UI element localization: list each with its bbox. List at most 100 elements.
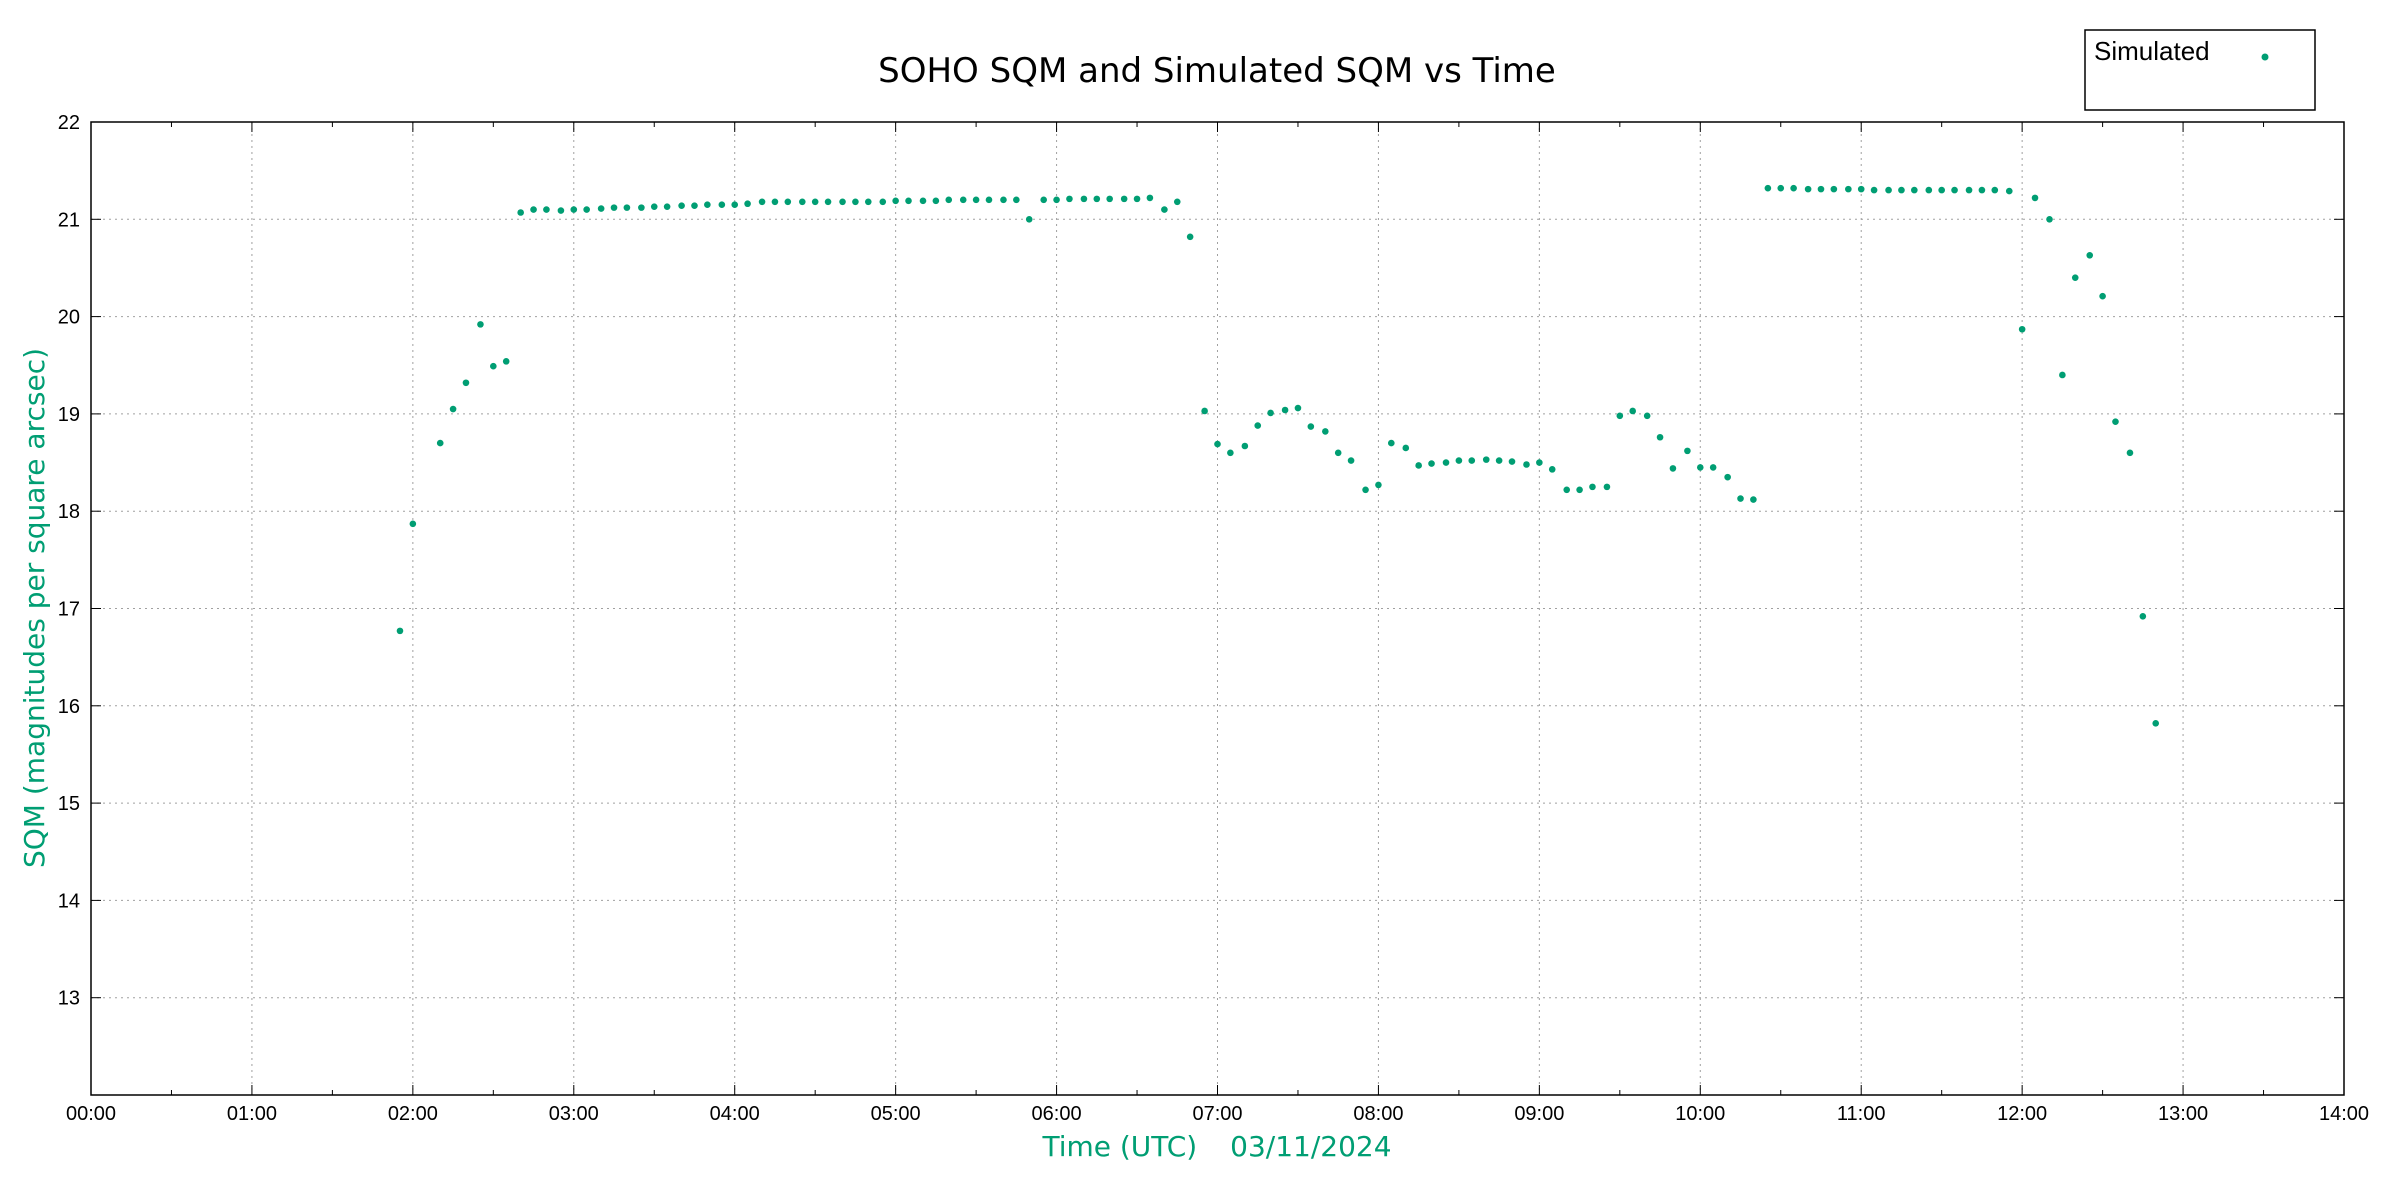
data-point: [1750, 496, 1757, 503]
data-point: [1911, 186, 1918, 194]
x-axis-label: Time (UTC) 03/11/2024: [1041, 1130, 1391, 1163]
data-point: [959, 196, 967, 204]
x-tick-label: 04:00: [710, 1103, 760, 1125]
data-point: [1777, 184, 1785, 192]
data-point: [1186, 233, 1194, 241]
data-point: [811, 198, 819, 206]
data-point: [2112, 418, 2119, 425]
data-point: [1080, 195, 1088, 203]
data-point: [1548, 466, 1556, 473]
data-point: [1898, 186, 1905, 194]
data-point: [2046, 216, 2053, 223]
data-point: [1629, 407, 1636, 415]
data-point: [1709, 464, 1717, 471]
data-point: [731, 201, 739, 209]
data-point: [1495, 457, 1503, 464]
data-point: [2139, 612, 2147, 620]
data-point: [1388, 439, 1395, 447]
data-point: [1442, 459, 1450, 466]
data-point: [1696, 464, 1704, 471]
data-point: [1146, 194, 1154, 202]
data-point: [1214, 440, 1221, 448]
data-point: [1093, 195, 1101, 203]
data-point: [1857, 185, 1865, 193]
data-point: [1066, 195, 1073, 203]
data-points: [396, 184, 2160, 727]
data-point: [1817, 185, 1825, 193]
data-point: [650, 203, 658, 210]
x-tick-label: 05:00: [871, 1103, 921, 1125]
data-point: [2018, 325, 2026, 333]
data-point: [892, 197, 899, 205]
data-point: [985, 196, 993, 204]
data-point: [2031, 194, 2039, 202]
data-point: [1161, 206, 1168, 213]
data-point: [1589, 483, 1596, 491]
data-point: [824, 198, 832, 206]
data-point: [610, 204, 618, 211]
data-point: [543, 206, 550, 213]
data-point: [1053, 196, 1060, 204]
data-point: [1254, 422, 1262, 429]
x-tick-label: 08:00: [1353, 1103, 1403, 1125]
data-point: [2152, 720, 2160, 727]
data-point: [1322, 428, 1329, 435]
data-point: [1362, 486, 1369, 494]
x-tick-label: 00:00: [66, 1103, 116, 1125]
data-point: [1845, 185, 1852, 193]
data-point: [744, 200, 751, 208]
data-point: [945, 196, 953, 204]
data-point: [1830, 185, 1838, 193]
data-point: [396, 627, 404, 635]
data-point: [2005, 187, 2013, 195]
data-point: [1669, 465, 1677, 472]
data-point: [1402, 444, 1410, 452]
y-tick-label: 15: [58, 793, 80, 815]
data-point: [1455, 457, 1463, 464]
grid-lines: [91, 122, 2344, 1095]
y-tick-label: 22: [58, 112, 80, 134]
data-point: [718, 201, 726, 209]
data-point: [517, 209, 524, 216]
data-point: [1334, 449, 1342, 457]
x-tick-label: 06:00: [1032, 1103, 1082, 1125]
data-point: [1294, 404, 1302, 412]
x-tick-label: 11:00: [1837, 1103, 1886, 1125]
data-point: [570, 206, 578, 213]
data-point: [1508, 458, 1516, 465]
y-tick-label: 21: [58, 209, 80, 231]
data-point: [1227, 449, 1234, 457]
data-point: [1563, 486, 1571, 494]
data-point: [771, 198, 779, 206]
data-point: [704, 201, 711, 209]
data-point: [1790, 184, 1797, 192]
data-point: [1885, 186, 1892, 194]
data-point: [1281, 406, 1289, 414]
data-point: [1523, 461, 1530, 468]
x-tick-label: 12:00: [1997, 1103, 2047, 1125]
data-point: [1201, 407, 1208, 415]
x-tick-label: 07:00: [1192, 1103, 1242, 1125]
data-point: [1428, 460, 1435, 467]
legend-box: [2084, 29, 2316, 111]
y-tick-label: 16: [58, 696, 80, 718]
data-point: [1120, 195, 1128, 203]
y-tick-label: 13: [58, 988, 80, 1010]
data-point: [1656, 433, 1664, 441]
data-point: [1951, 186, 1958, 194]
data-point: [1040, 196, 1047, 204]
data-point: [1576, 486, 1583, 494]
data-point: [638, 204, 645, 211]
data-point: [1603, 483, 1611, 491]
data-point: [1133, 195, 1141, 203]
y-tick-label: 20: [58, 307, 80, 329]
data-point: [1415, 462, 1422, 469]
data-point: [1173, 198, 1181, 206]
data-point: [1025, 216, 1033, 223]
data-point: [2099, 292, 2106, 300]
data-point: [905, 197, 912, 205]
data-point: [1938, 186, 1945, 194]
data-point: [2086, 252, 2094, 259]
